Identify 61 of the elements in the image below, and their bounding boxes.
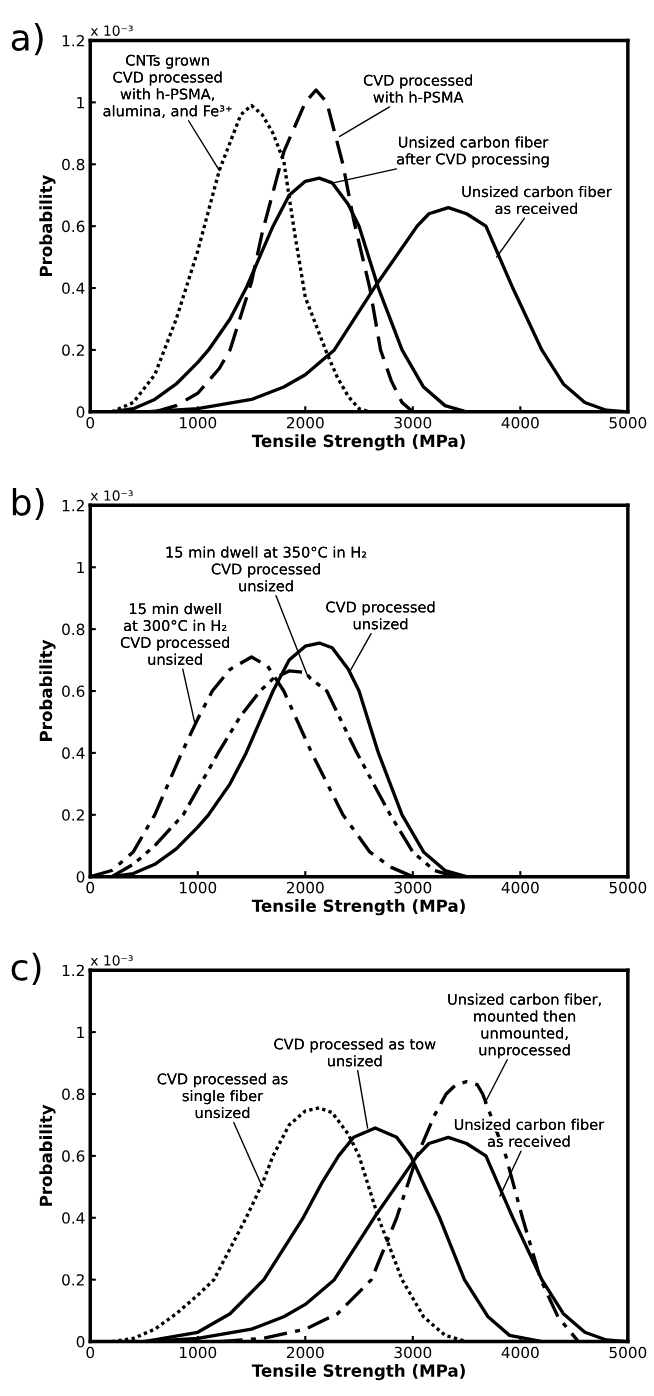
chart-title: a) [11,23,43,56]
y-tick-label: 1 [77,1026,84,1038]
y-tick-label: 0.2 [62,1274,84,1286]
text: x 10⁻³ [90,25,133,36]
y-tick-label: 0.8 [62,158,85,171]
chart-title: c) [11,952,41,985]
annotation: Unsized carbon fiber as received [462,185,612,215]
y-tick-label: 0.6 [62,1150,85,1162]
y-tick-label: 0.6 [62,220,85,233]
annotation: CVD processed as single fiber unsized [157,1073,288,1119]
x-tick-label: 4000 [501,881,539,894]
y-axis-title: Probability [39,639,56,741]
x-tick-label: 1000 [180,881,217,894]
annotation: 15 min dwell at 350°C in H₂ CVD processed unsized [166,546,367,592]
x-tick-label: 3000 [394,881,432,894]
y-tick-label: 0.8 [62,1088,85,1101]
y-tick-label: 1 [77,97,84,109]
x-tick-label: 2000 [286,881,324,894]
x-tick-label: 5000 [609,881,647,894]
x-tick-label: 1000 [180,416,217,429]
y-axis-title: Probability [39,1104,56,1206]
y-axis-title: Probability [39,174,56,277]
x-tick-label: 0 [86,1346,95,1359]
x-axis-title: Tensile Strength (MPa) [251,1363,465,1381]
x-tick-label: 2000 [286,1346,324,1359]
annotation: CVD processed as tow unsized [274,1038,436,1067]
x-tick-label: 5000 [609,416,647,429]
y-tick-label: 0.4 [62,1212,85,1224]
y-tick-label: 1 [77,561,84,574]
y-tick-label: 0.8 [62,623,85,636]
y-tick-label: 0.6 [62,685,85,698]
x-tick-label: 4000 [501,416,539,429]
annotation: 15 min dwell at 300°C in H₂ CVD processed unsized [120,602,230,665]
x-tick-label: 3000 [394,416,432,429]
annotation: CNTs grown CVD processed with h-PSMA, alumina, and Fe³⁺ [103,54,232,118]
x-axis-title: Tensile Strength (MPa) [251,434,465,451]
x-tick-label: 2000 [286,416,324,429]
x-axis-title: Tensile Strength (MPa) [251,899,465,916]
annotation: CVD processed unsized [326,601,435,630]
x-tick-label: 5000 [609,1346,647,1359]
y-tick-label: 1.2 [62,499,84,512]
text: x 10⁻³ [90,490,133,501]
x-tick-label: 0 [86,416,95,429]
x-tick-label: 3000 [394,1346,432,1359]
y-tick-label: 0.2 [62,809,84,821]
annotation: CVD processed with h-PSMA [363,74,472,103]
y-tick-label: 0 [76,871,85,883]
text: x 10⁻³ [90,955,133,966]
x-tick-label: 0 [86,881,95,894]
y-tick-label: 1.2 [62,964,84,977]
annotation: Unsized carbon fiber, mounted then unmounted, unprocessed [448,993,601,1059]
y-tick-label: 0.4 [62,747,85,759]
y-tick-label: 0.4 [62,282,85,295]
y-tick-label: 0.2 [62,344,84,356]
chart-title: b) [12,487,44,521]
y-tick-label: 0 [76,1336,85,1348]
x-tick-label: 1000 [180,1346,217,1359]
x-tick-label: 4000 [501,1346,539,1359]
y-tick-label: 0 [76,406,85,418]
annotation: Unsized carbon fiber after CVD processing [397,136,549,168]
y-tick-label: 1.2 [62,34,84,47]
